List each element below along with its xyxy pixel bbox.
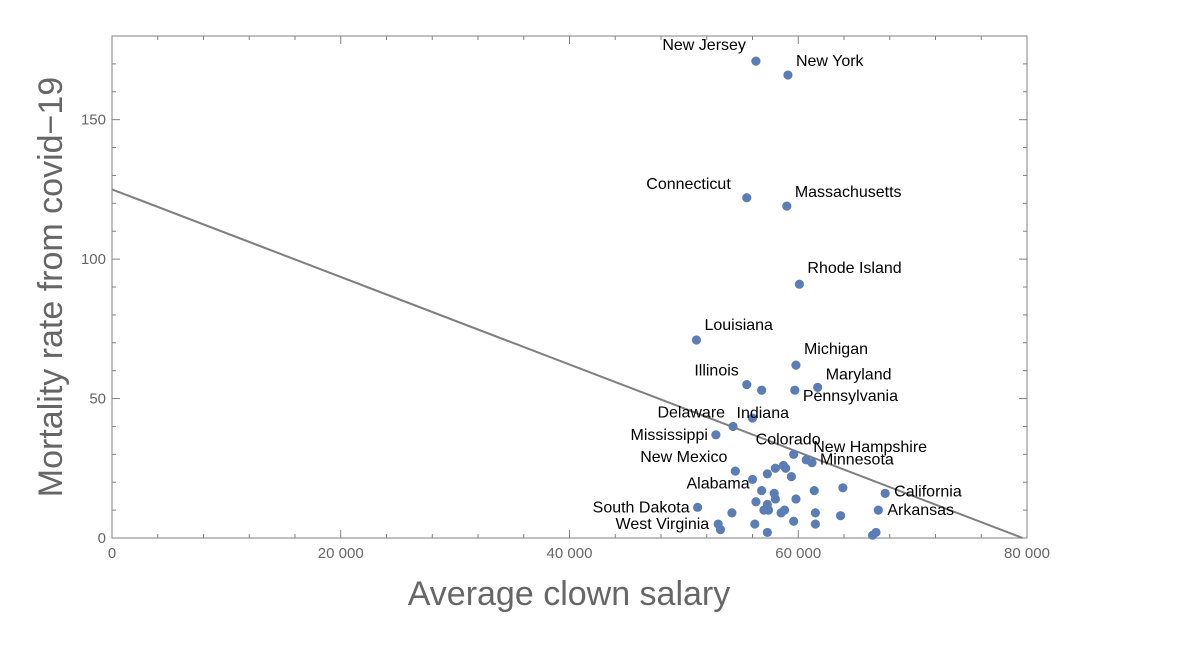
x-axis-ticks: 0 20 000 40 000 60 000 80 000 bbox=[108, 36, 1050, 562]
point-label: Arkansas bbox=[887, 502, 954, 519]
data-point bbox=[867, 530, 878, 540]
data-point bbox=[747, 413, 758, 423]
data-point bbox=[747, 474, 758, 485]
x-tick-label: 60 000 bbox=[775, 545, 821, 562]
point-label: Mississippi bbox=[631, 427, 708, 444]
point-label: Colorado bbox=[756, 431, 821, 448]
data-point bbox=[693, 502, 703, 512]
data-point bbox=[791, 360, 801, 370]
data-point bbox=[790, 385, 800, 395]
data-point bbox=[807, 458, 817, 468]
y-tick-label: 50 bbox=[89, 391, 106, 408]
x-tick-label: 20 000 bbox=[318, 545, 364, 562]
x-axis-title: Average clown salary bbox=[408, 575, 731, 613]
data-point bbox=[742, 380, 752, 390]
point-label: Indiana bbox=[737, 405, 790, 422]
y-axis-title: Mortality rate from covid−19 bbox=[32, 77, 70, 497]
x-tick-label: 0 bbox=[108, 545, 116, 562]
y-tick-label: 0 bbox=[98, 530, 106, 547]
data-point bbox=[728, 421, 738, 432]
data-point bbox=[762, 527, 772, 538]
data-point bbox=[757, 385, 767, 395]
data-point bbox=[691, 335, 702, 345]
point-label: Maryland bbox=[826, 366, 892, 383]
point-label: West Virginia bbox=[616, 516, 710, 533]
data-point bbox=[715, 525, 726, 535]
data-point bbox=[757, 485, 767, 496]
x-tick-label: 40 000 bbox=[547, 545, 593, 562]
point-label: New Jersey bbox=[662, 37, 746, 54]
data-point bbox=[750, 519, 760, 529]
data-point bbox=[781, 463, 791, 473]
regression-line bbox=[111, 188, 1023, 539]
data-points bbox=[691, 56, 890, 540]
point-label: Minnesota bbox=[820, 452, 894, 469]
data-point bbox=[770, 494, 780, 504]
data-point bbox=[789, 449, 799, 459]
point-label: Massachusetts bbox=[795, 184, 902, 201]
point-label: Rhode Island bbox=[807, 260, 901, 277]
data-point bbox=[762, 469, 772, 479]
point-label: Illinois bbox=[694, 363, 738, 380]
data-point bbox=[789, 516, 799, 526]
data-point bbox=[730, 466, 740, 476]
point-label: New York bbox=[796, 53, 865, 70]
data-point bbox=[813, 382, 823, 392]
data-point bbox=[727, 508, 737, 518]
point-label: Michigan bbox=[804, 341, 868, 358]
point-label: Delaware bbox=[657, 404, 725, 421]
data-point bbox=[835, 511, 846, 521]
data-point bbox=[873, 505, 883, 515]
data-point bbox=[742, 193, 752, 203]
data-point bbox=[782, 201, 792, 211]
point-label: Alabama bbox=[686, 476, 749, 493]
point-label: Connecticut bbox=[646, 176, 731, 193]
data-point bbox=[786, 472, 796, 482]
data-point bbox=[751, 56, 761, 66]
point-label: South Dakota bbox=[593, 499, 690, 516]
data-point bbox=[791, 494, 801, 504]
data-point bbox=[809, 485, 819, 496]
data-point bbox=[770, 463, 780, 473]
point-label: New Hampshire bbox=[813, 439, 927, 456]
data-point bbox=[711, 430, 721, 440]
data-point bbox=[810, 519, 821, 529]
y-tick-label: 100 bbox=[81, 251, 106, 268]
data-point bbox=[751, 497, 761, 507]
point-label: New Mexico bbox=[640, 449, 727, 466]
data-point bbox=[810, 508, 821, 518]
point-label: California bbox=[894, 483, 962, 500]
data-point bbox=[759, 505, 769, 515]
data-point bbox=[783, 70, 793, 80]
data-point bbox=[776, 508, 786, 518]
x-tick-label: 80 000 bbox=[1004, 545, 1050, 562]
point-labels: New Jersey New York Connecticut Massachuset… bbox=[593, 37, 962, 533]
data-point bbox=[880, 488, 890, 498]
point-label: Pennsylvania bbox=[803, 388, 898, 405]
data-point bbox=[794, 279, 804, 289]
data-point bbox=[838, 483, 848, 493]
point-label: Louisiana bbox=[704, 317, 773, 334]
y-tick-label: 150 bbox=[81, 112, 106, 129]
y-axis-ticks: 0 50 100 150 bbox=[81, 35, 1027, 547]
